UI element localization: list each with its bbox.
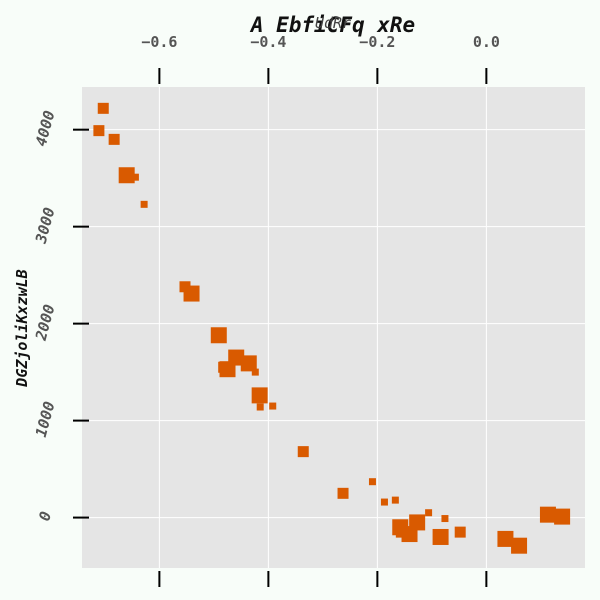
data-point xyxy=(183,285,200,302)
data-point xyxy=(497,530,514,547)
y-axis-label: DGZjoliKxzwLB xyxy=(13,269,31,387)
data-point xyxy=(337,487,349,499)
y-tick-label: 4000 xyxy=(32,109,59,149)
data-point xyxy=(131,173,139,181)
data-point xyxy=(118,167,135,184)
data-point xyxy=(97,102,109,114)
data-point xyxy=(539,506,556,523)
chart-title: A EbfiCFq xRe xyxy=(249,13,415,37)
x-tick-label: 0.0 xyxy=(473,33,500,51)
data-point xyxy=(554,508,571,525)
data-point xyxy=(297,446,309,458)
x-tick-label: −0.2 xyxy=(359,33,395,51)
data-point xyxy=(409,514,426,531)
y-tick-label: 0 xyxy=(35,510,55,523)
data-point xyxy=(240,355,257,372)
data-point xyxy=(256,403,264,411)
y-tick-label: 3000 xyxy=(32,206,59,247)
x-axis-label: UdRr xyxy=(315,14,351,32)
plot-area xyxy=(82,87,585,568)
data-point xyxy=(251,368,259,376)
data-point xyxy=(380,498,388,506)
data-point xyxy=(432,528,449,545)
data-point xyxy=(251,387,268,404)
data-point xyxy=(228,349,245,366)
data-point xyxy=(395,526,407,538)
data-point xyxy=(93,125,105,137)
data-point xyxy=(269,402,277,410)
x-tick-label: −0.4 xyxy=(250,33,286,51)
data-point xyxy=(140,200,148,208)
data-point xyxy=(511,537,528,554)
data-point xyxy=(454,526,466,538)
data-point xyxy=(441,515,449,523)
data-point xyxy=(391,496,399,504)
data-point xyxy=(425,509,433,517)
y-tick-label: 1000 xyxy=(32,400,59,440)
data-point xyxy=(368,478,376,486)
data-point xyxy=(210,327,227,344)
data-point xyxy=(108,133,120,145)
x-tick-label: −0.6 xyxy=(141,33,177,51)
y-tick-label: 2000 xyxy=(32,303,59,344)
